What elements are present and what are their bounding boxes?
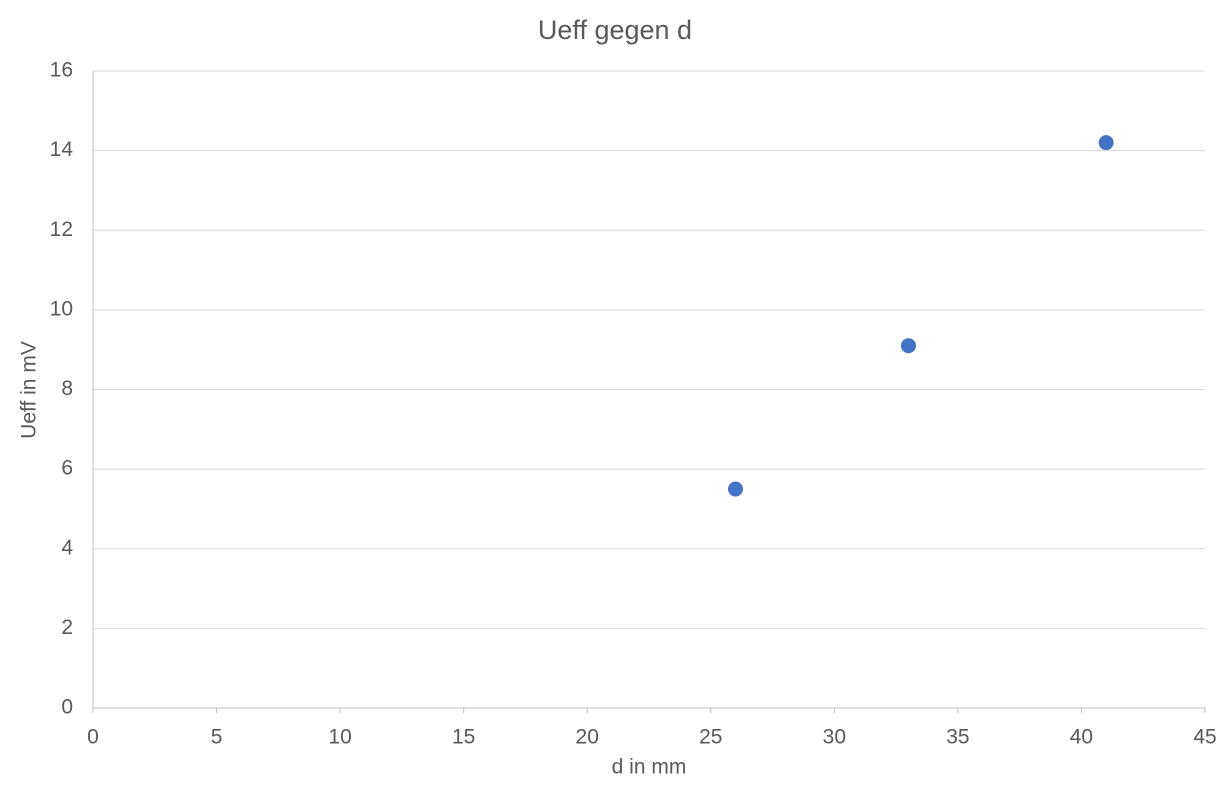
x-tick-label: 15 bbox=[452, 726, 475, 749]
y-tick-label: 12 bbox=[50, 218, 73, 241]
point bbox=[1098, 135, 1114, 151]
x-tick-label: 30 bbox=[823, 726, 846, 749]
y-tick-label: 14 bbox=[50, 138, 74, 161]
x-tick-label: 35 bbox=[946, 726, 969, 749]
y-tick-label: 10 bbox=[50, 297, 73, 320]
y-axis-label: Ueff in mV bbox=[18, 341, 41, 439]
point bbox=[727, 481, 743, 497]
x-tick-label: 45 bbox=[1193, 726, 1216, 749]
x-axis-label: d in mm bbox=[612, 756, 687, 779]
x-tick-label: 25 bbox=[699, 726, 722, 749]
y-tick-label: 6 bbox=[61, 457, 73, 480]
x-tick-label: 40 bbox=[1070, 726, 1093, 749]
x-tick-label: 10 bbox=[328, 726, 351, 749]
y-tick-label: 4 bbox=[61, 536, 73, 559]
y-tick-label: 16 bbox=[50, 59, 73, 82]
y-tick-label: 0 bbox=[61, 696, 73, 719]
y-tick-label: 8 bbox=[61, 377, 73, 400]
x-tick-label: 5 bbox=[211, 726, 223, 749]
x-tick-label: 0 bbox=[87, 726, 99, 749]
y-tick-label: 2 bbox=[61, 616, 73, 639]
point bbox=[900, 338, 916, 354]
chart-title: Ueff gegen d bbox=[538, 15, 692, 45]
x-tick-label: 20 bbox=[576, 726, 599, 749]
